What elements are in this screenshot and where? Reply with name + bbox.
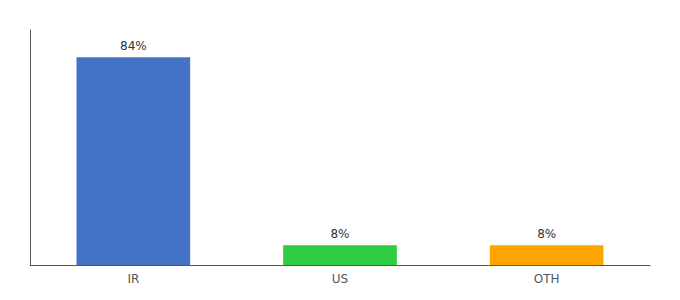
svg-text:IR: IR [127,272,139,286]
svg-text:8%: 8% [330,227,349,241]
svg-text:US: US [332,272,348,286]
svg-text:8%: 8% [537,227,556,241]
svg-text:OTH: OTH [534,272,560,286]
svg-text:84%: 84% [120,39,147,53]
